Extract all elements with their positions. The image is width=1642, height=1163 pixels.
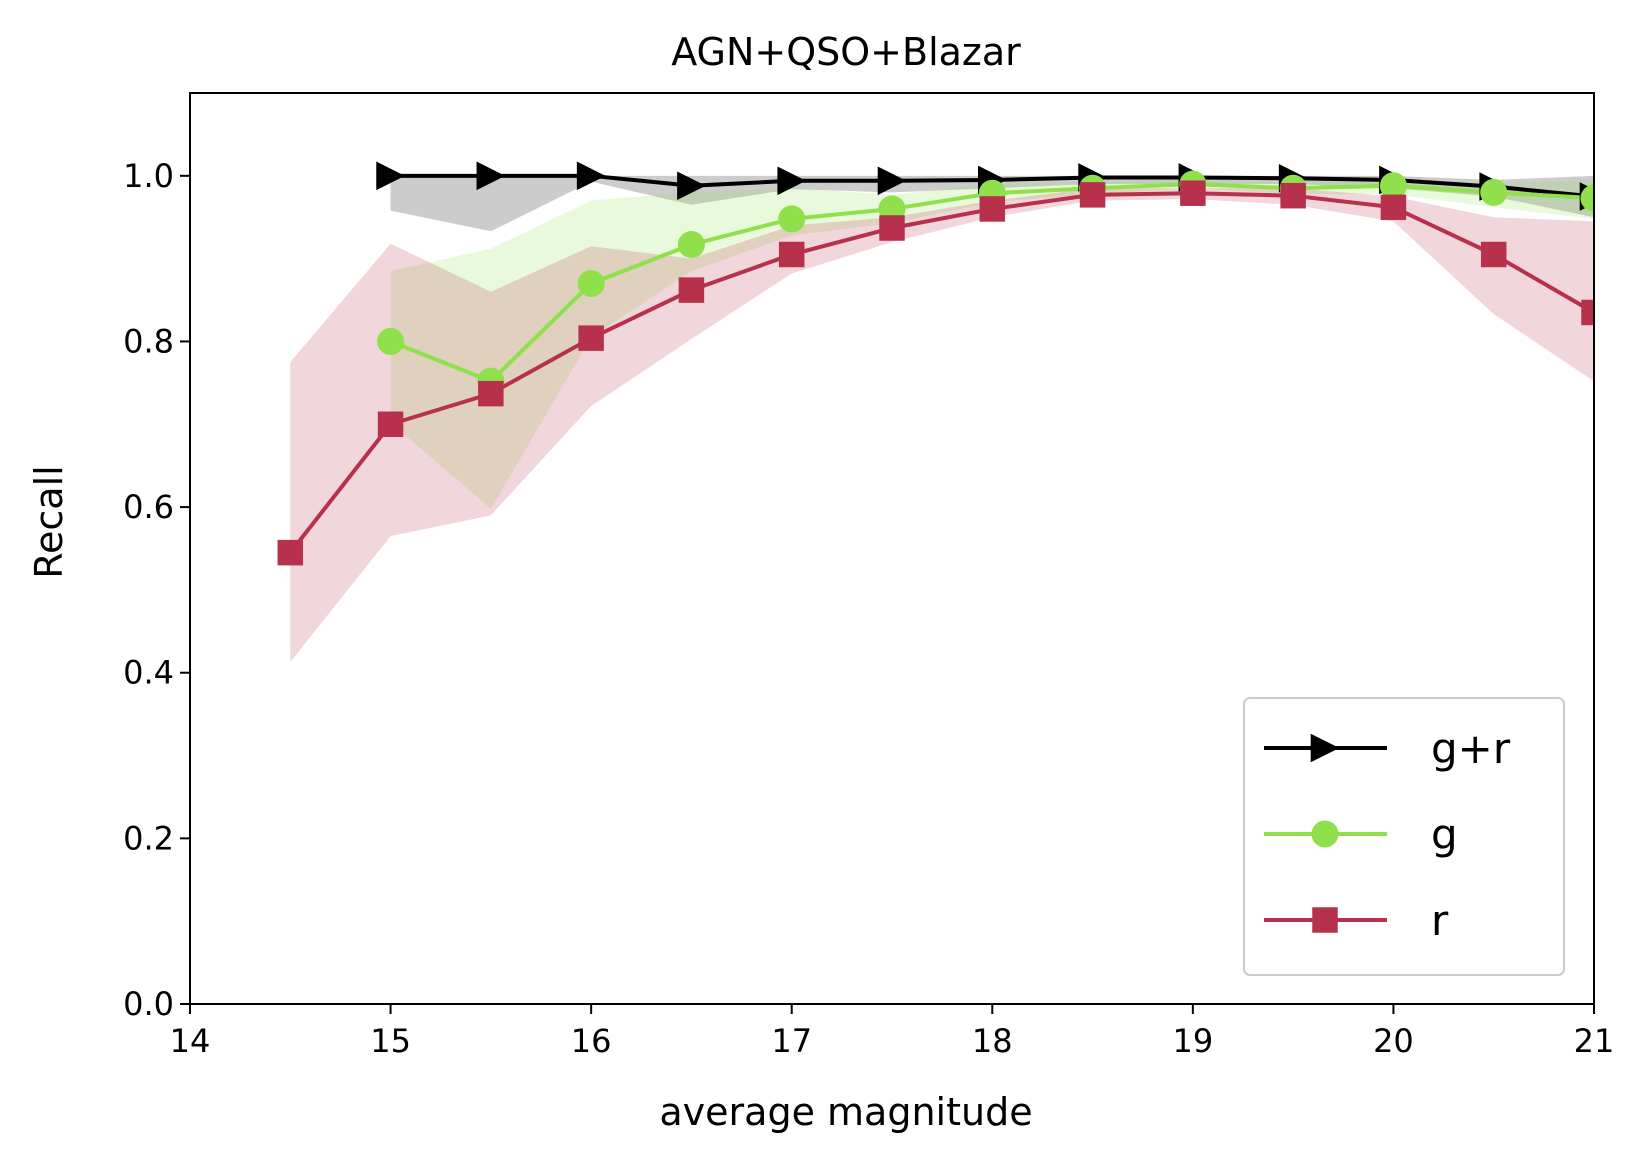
point-r — [979, 196, 1006, 222]
point-g — [778, 205, 806, 233]
y-axis-ticks: 0.0 0.2 0.4 0.6 0.8 1.0 — [123, 157, 190, 1023]
y-tick-label: 0.8 — [123, 322, 174, 360]
point-r — [1480, 241, 1507, 268]
band-r — [290, 188, 1594, 662]
legend: g+r gr — [1243, 697, 1565, 976]
point-g — [377, 327, 405, 355]
x-axis-label: average magnitude — [659, 1090, 1032, 1134]
point-r — [678, 277, 705, 303]
point-r — [478, 380, 504, 407]
point-r — [578, 325, 604, 351]
point-r — [1280, 182, 1306, 209]
confidence-bands — [290, 175, 1594, 662]
x-tick-label: 17 — [771, 1022, 812, 1060]
point-g-plus-r — [576, 161, 606, 191]
y-tick-label: 0.0 — [123, 985, 174, 1023]
point-r — [778, 241, 805, 268]
y-tick-label: 0.6 — [123, 488, 174, 526]
x-tick-label: 20 — [1373, 1022, 1414, 1060]
legend-marker-r — [1312, 907, 1338, 933]
point-g-plus-r — [877, 166, 907, 196]
plot-frame — [189, 92, 1595, 1005]
chart-title: AGN+QSO+Blazar — [671, 30, 1021, 74]
point-r — [1079, 182, 1106, 208]
point-g — [677, 231, 705, 259]
series-markers — [277, 161, 1594, 566]
point-r — [879, 215, 905, 241]
point-g-plus-r — [677, 171, 706, 201]
y-axis-label: Recall — [27, 465, 71, 578]
y-tick-label: 1.0 — [123, 157, 174, 195]
legend-label-g: g — [1431, 810, 1458, 859]
point-r — [377, 411, 404, 438]
x-tick-label: 19 — [1172, 1022, 1213, 1060]
point-r — [1180, 180, 1206, 206]
point-g — [577, 269, 605, 298]
point-g-plus-r — [476, 161, 506, 191]
x-tick-label: 16 — [571, 1022, 612, 1060]
point-g — [1580, 184, 1594, 212]
x-tick-label: 15 — [370, 1022, 411, 1060]
line-r — [288, 191, 1594, 554]
point-r — [1581, 299, 1594, 326]
band-g — [390, 179, 1594, 509]
point-r — [1380, 194, 1407, 221]
x-tick-label: 18 — [972, 1022, 1013, 1060]
legend-marker-g-plus-r — [1310, 733, 1340, 763]
legend-marker-g — [1311, 820, 1339, 848]
x-tick-label: 14 — [170, 1022, 211, 1060]
point-g-plus-r — [777, 166, 807, 196]
legend-label-g-plus-r: g+r — [1431, 724, 1511, 773]
point-g-plus-r — [376, 161, 405, 191]
y-tick-label: 0.2 — [123, 819, 174, 857]
point-g — [1480, 178, 1508, 206]
x-tick-label: 21 — [1574, 1022, 1615, 1060]
x-axis-ticks: 14 15 16 17 18 19 20 21 — [170, 1004, 1615, 1060]
point-r — [277, 539, 304, 566]
legend-label-r: r — [1431, 896, 1449, 945]
point-g — [1379, 172, 1407, 200]
legend-box — [1243, 697, 1565, 976]
y-tick-label: 0.4 — [123, 654, 174, 692]
